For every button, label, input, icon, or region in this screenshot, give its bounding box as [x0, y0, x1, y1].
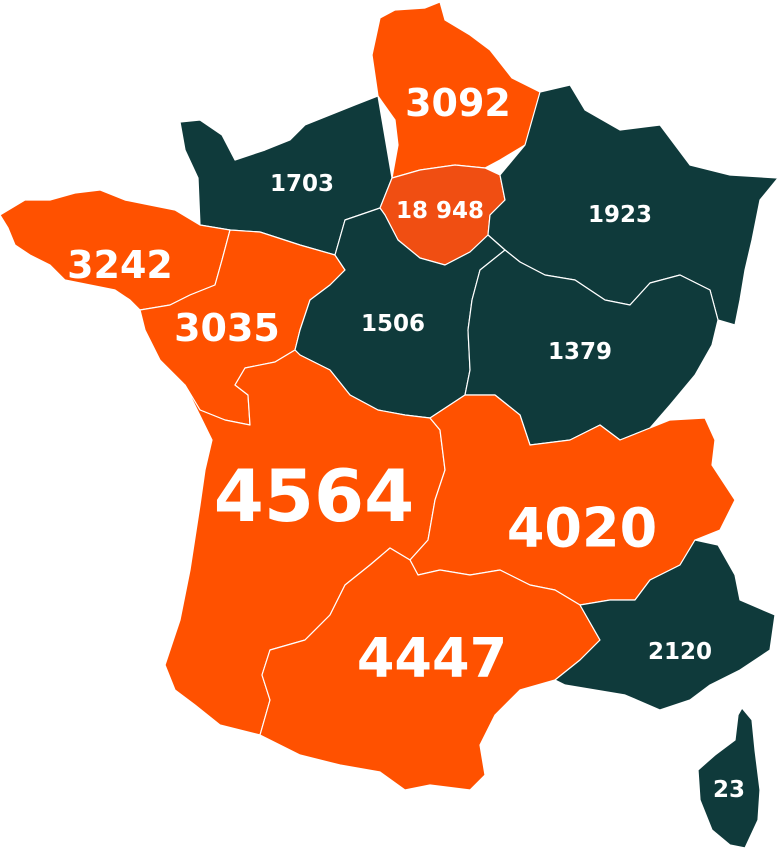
value-label-auvergne-rhone-alpes: 4020 [507, 497, 657, 560]
region-bourgogne-franche-comte[interactable] [464, 249, 719, 446]
value-label-hauts-de-france: 3092 [405, 81, 511, 125]
value-label-centre-val-de-loire: 1506 [361, 311, 425, 337]
value-label-corse: 23 [713, 777, 745, 803]
region-paca[interactable] [554, 539, 776, 711]
value-label-bretagne: 3242 [67, 243, 173, 287]
value-label-paca: 2120 [648, 639, 712, 665]
value-label-ile-de-france: 18 948 [396, 198, 484, 224]
value-label-normandie: 1703 [270, 171, 334, 197]
value-label-occitanie: 4447 [357, 627, 507, 690]
value-label-bourgogne-franche-comte: 1379 [548, 339, 612, 365]
value-label-pays-de-la-loire: 3035 [174, 306, 280, 350]
value-label-nouvelle-aquitaine: 4564 [214, 454, 414, 538]
region-corse[interactable] [697, 707, 761, 849]
value-label-grand-est: 1923 [588, 202, 652, 228]
